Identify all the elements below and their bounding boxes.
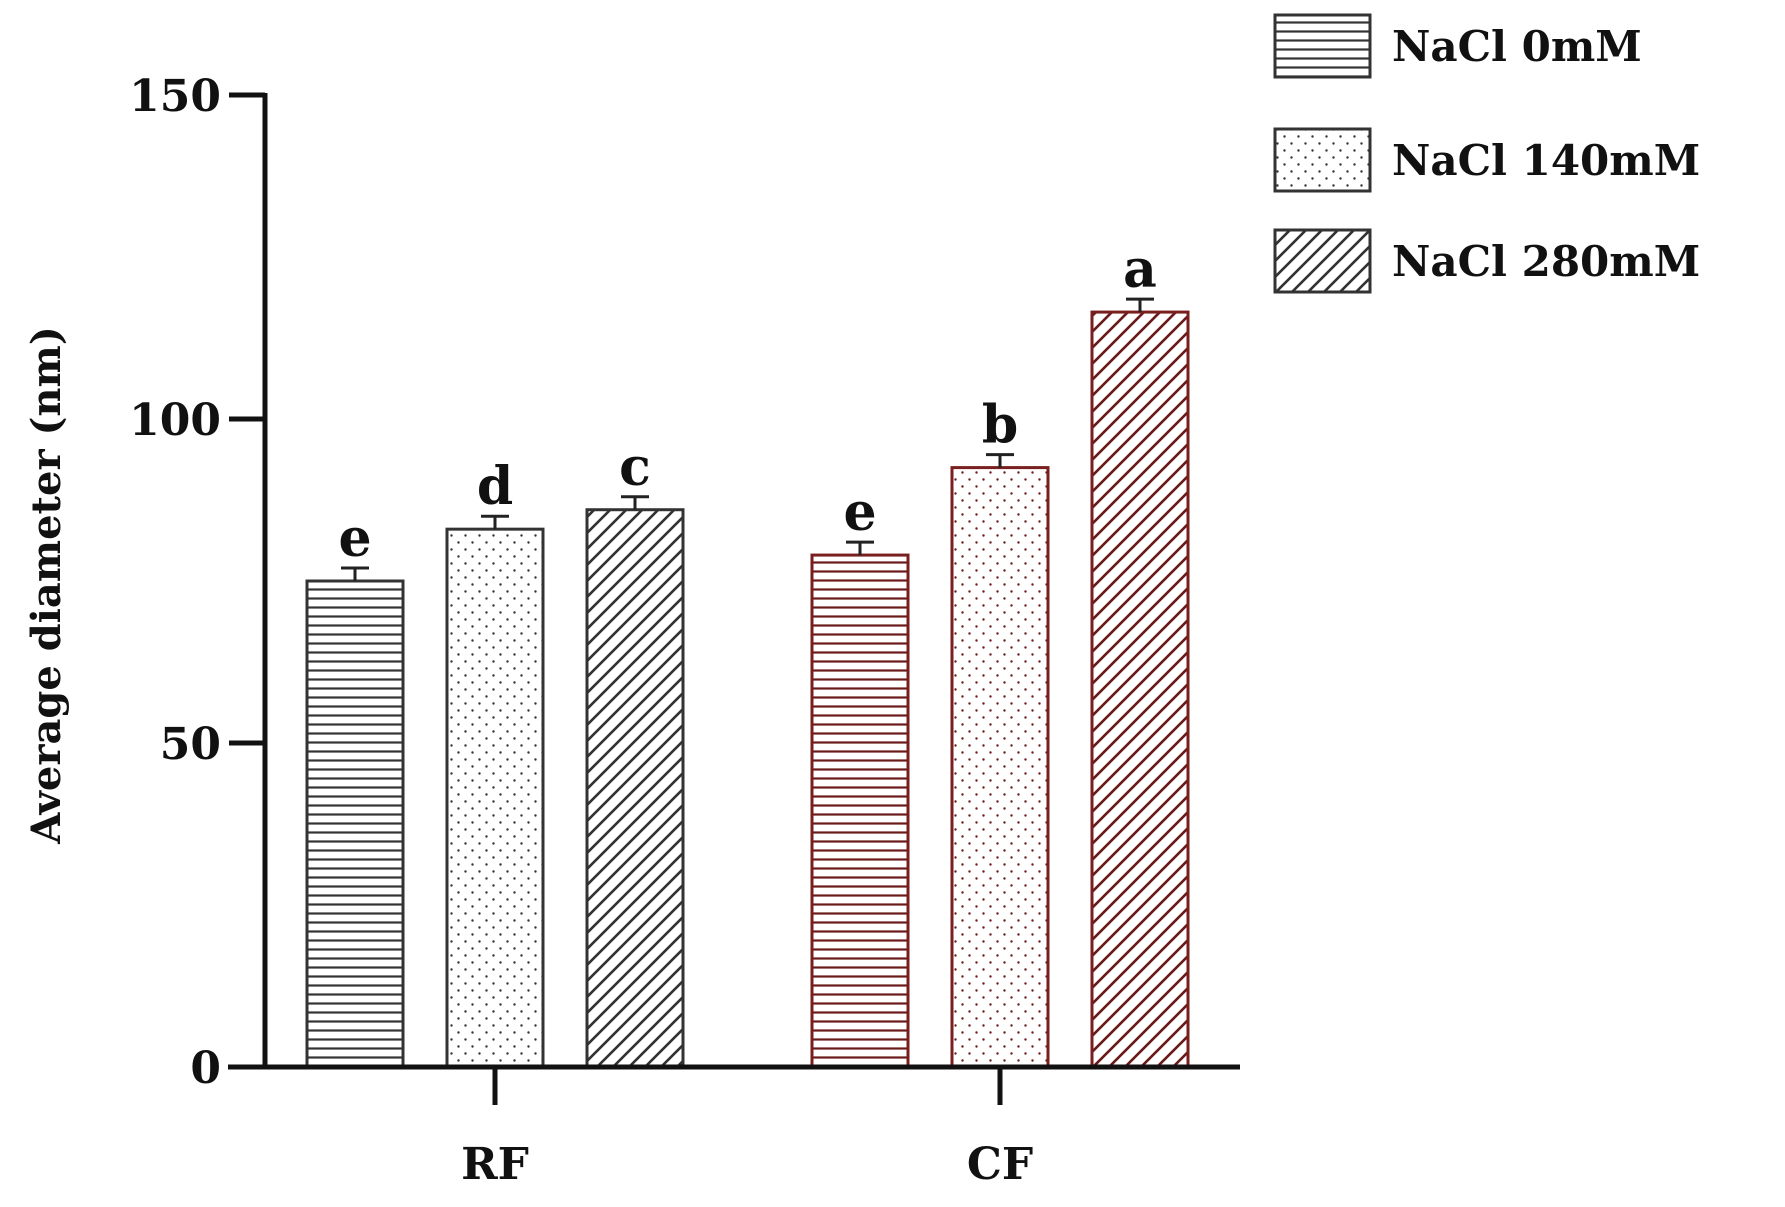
legend-swatch bbox=[1273, 127, 1372, 193]
y-tick-label: 0 bbox=[190, 1043, 221, 1094]
y-tick-label: 150 bbox=[129, 71, 221, 122]
legend-label: NaCl 0mM bbox=[1392, 22, 1642, 71]
bar-rf-nacl-140mm bbox=[445, 527, 545, 1069]
y-axis-label: Average diameter (nm) bbox=[23, 326, 70, 844]
bar-rf-nacl-280mm bbox=[585, 508, 685, 1069]
axes-layer bbox=[228, 92, 1240, 1105]
labels-layer: e d c e b a 0 50 100 150 RF CF Average diameter (nm) bbox=[23, 71, 1157, 1190]
bar-cf-nacl-280mm bbox=[1090, 310, 1190, 1069]
legend: NaCl 0mM NaCl 140mM NaCl 280mM bbox=[1273, 13, 1700, 294]
bars-layer bbox=[305, 297, 1190, 1069]
bar-rf-nacl-0mm bbox=[305, 579, 405, 1069]
significance-letter: b bbox=[982, 395, 1018, 456]
bar-cf-nacl-0mm bbox=[810, 553, 910, 1069]
significance-letter: c bbox=[619, 437, 651, 498]
significance-letter: e bbox=[843, 482, 876, 543]
bar-cf-nacl-140mm bbox=[950, 466, 1050, 1069]
significance-letter: d bbox=[477, 456, 513, 517]
significance-letter: a bbox=[1123, 239, 1157, 300]
legend-swatch bbox=[1273, 228, 1372, 294]
x-tick-label-cf: CF bbox=[967, 1139, 1033, 1190]
legend-swatch bbox=[1273, 13, 1372, 79]
y-tick-label: 50 bbox=[160, 719, 221, 770]
legend-label: NaCl 140mM bbox=[1392, 136, 1700, 185]
x-tick-label-rf: RF bbox=[461, 1139, 529, 1190]
legend-label: NaCl 280mM bbox=[1392, 237, 1700, 286]
y-tick-label: 100 bbox=[129, 395, 221, 446]
significance-letter: e bbox=[338, 508, 371, 569]
